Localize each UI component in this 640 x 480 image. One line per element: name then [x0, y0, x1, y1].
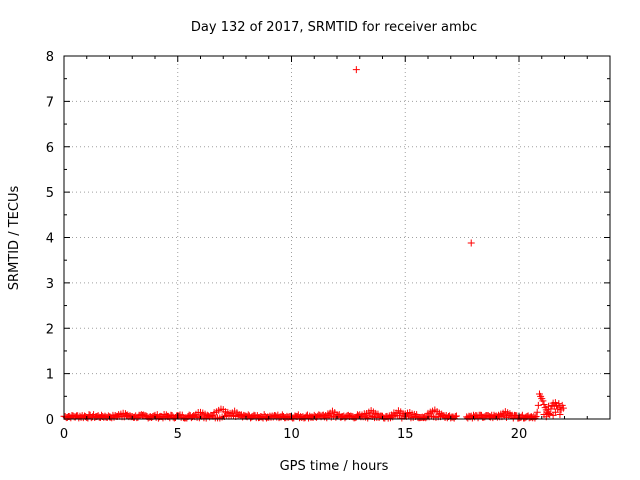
data-point [534, 401, 542, 409]
chart-title: Day 132 of 2017, SRMTID for receiver amb… [191, 20, 477, 35]
data-point [555, 400, 563, 408]
data-point [531, 414, 539, 422]
y-tick-label: 8 [46, 50, 54, 65]
y-tick-labels: 0 1 2 3 4 5 6 7 8 [46, 50, 54, 428]
y-tick-label: 7 [46, 95, 54, 110]
x-tick-label: 5 [174, 427, 182, 442]
x-tick-labels: 0 5 10 15 20 [60, 427, 527, 442]
data-point [540, 400, 548, 408]
data-point [556, 410, 564, 418]
y-tick-label: 1 [46, 368, 54, 383]
y-tick-label: 3 [46, 277, 54, 292]
x-tick-label: 10 [283, 427, 300, 442]
y-axis-label: SRMTID / TECUs [7, 186, 22, 291]
x-tick-label: 15 [397, 427, 414, 442]
y-tick-label: 6 [46, 141, 54, 156]
data-point [539, 397, 547, 405]
data-point [545, 402, 553, 410]
data-point [551, 408, 559, 416]
axis-ticks [63, 55, 611, 420]
data-points [60, 66, 567, 422]
gridlines [64, 56, 610, 419]
y-tick-label: 2 [46, 322, 54, 337]
data-point [452, 412, 460, 420]
y-tick-label: 5 [46, 186, 54, 201]
x-tick-label: 0 [60, 427, 68, 442]
x-tick-label: 20 [511, 427, 528, 442]
y-tick-label: 0 [46, 413, 54, 428]
data-point [559, 404, 567, 412]
data-point [533, 408, 541, 416]
data-point [352, 66, 360, 74]
data-point [467, 239, 475, 247]
y-tick-label: 4 [46, 232, 54, 247]
x-axis-label: GPS time / hours [280, 459, 389, 474]
